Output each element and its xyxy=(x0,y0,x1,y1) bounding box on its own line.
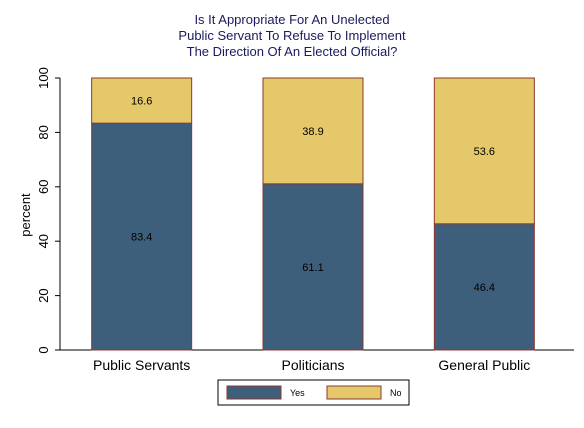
y-tick-label: 20 xyxy=(36,288,51,302)
legend-swatch-no xyxy=(326,385,382,400)
data-label: 46.4 xyxy=(474,282,495,294)
data-label: 83.4 xyxy=(131,232,152,244)
bars-group: 83.4 16.6 61.1 38.9 46.4 53.6 xyxy=(91,77,535,351)
legend: Yes No xyxy=(217,379,410,406)
data-label: 38.9 xyxy=(302,126,323,138)
x-category-label: Politicians xyxy=(281,357,344,373)
data-label: 53.6 xyxy=(474,146,495,158)
x-axis-labels: Public Servants Politicians General Public xyxy=(93,357,530,373)
bar-yes-1 xyxy=(262,183,364,351)
data-label: 16.6 xyxy=(131,96,152,108)
bar-no-0 xyxy=(91,77,193,124)
y-tick-label: 40 xyxy=(36,234,51,248)
chart-title-line-2: Public Servant To Refuse To Implement xyxy=(178,28,406,43)
legend-swatch-yes xyxy=(226,385,282,400)
chart-title-line-3: The Direction Of An Elected Official? xyxy=(187,44,398,59)
y-tick-label: 60 xyxy=(36,180,51,194)
y-axis-title: percent xyxy=(18,193,33,237)
legend-label-no: No xyxy=(390,388,402,398)
y-tick-label: 100 xyxy=(36,67,51,89)
chart-title: Is It Appropriate For An Unelected Publi… xyxy=(178,12,406,59)
x-category-label: Public Servants xyxy=(93,357,190,373)
bar-yes-0 xyxy=(91,122,193,351)
bar-no-1 xyxy=(262,77,364,185)
y-tick-label: 80 xyxy=(36,125,51,139)
bar-no-2 xyxy=(433,77,535,225)
y-tick-label: 0 xyxy=(36,346,51,353)
chart-title-line-1: Is It Appropriate For An Unelected xyxy=(194,12,389,27)
data-label: 61.1 xyxy=(302,262,323,274)
legend-label-yes: Yes xyxy=(290,388,305,398)
x-category-label: General Public xyxy=(438,357,530,373)
